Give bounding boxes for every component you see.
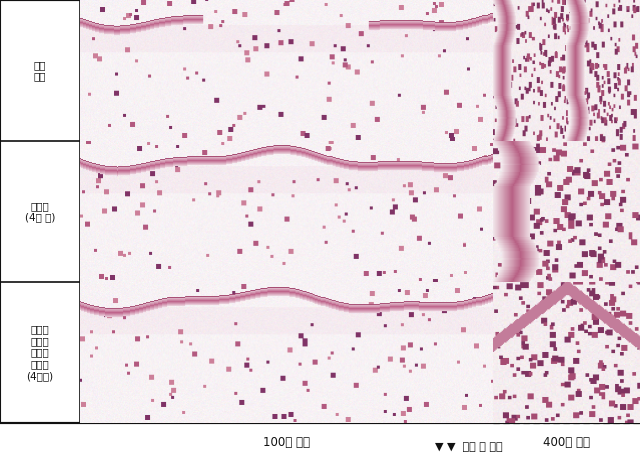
Bar	[493, 282, 640, 423]
Bar	[192, 346, 275, 416]
Bar	[0, 282, 80, 423]
Bar	[0, 141, 80, 282]
Bar	[80, 0, 493, 141]
Bar	[493, 0, 640, 141]
Text: 대조군
(4일 후): 대조군 (4일 후)	[25, 201, 55, 222]
Text: 878.1μm: 878.1μm	[189, 35, 236, 44]
Text: 손상
직후: 손상 직후	[34, 60, 46, 81]
Bar	[80, 141, 493, 282]
Text: 400배 확대: 400배 확대	[543, 436, 590, 449]
Bar	[250, 53, 298, 127]
Text: ▼: ▼	[102, 317, 111, 327]
Bar	[493, 282, 640, 423]
Bar	[493, 141, 640, 282]
Text: ▼ ▼  손상 끝 부위: ▼ ▼ 손상 끝 부위	[435, 442, 503, 452]
Bar	[493, 141, 640, 282]
Text: ▼: ▼	[389, 317, 398, 327]
Text: ▼: ▼	[102, 176, 111, 186]
Text: 알지닌
글루타
메이트
처리군
(4일후): 알지닌 글루타 메이트 처리군 (4일후)	[26, 325, 54, 381]
Bar	[80, 282, 493, 423]
Bar	[0, 0, 80, 141]
Text: 100배 확대: 100배 확대	[263, 436, 310, 449]
Text: ▼: ▼	[415, 176, 424, 186]
Bar	[493, 0, 640, 141]
Bar	[198, 212, 282, 268]
Bar	[128, 53, 176, 127]
